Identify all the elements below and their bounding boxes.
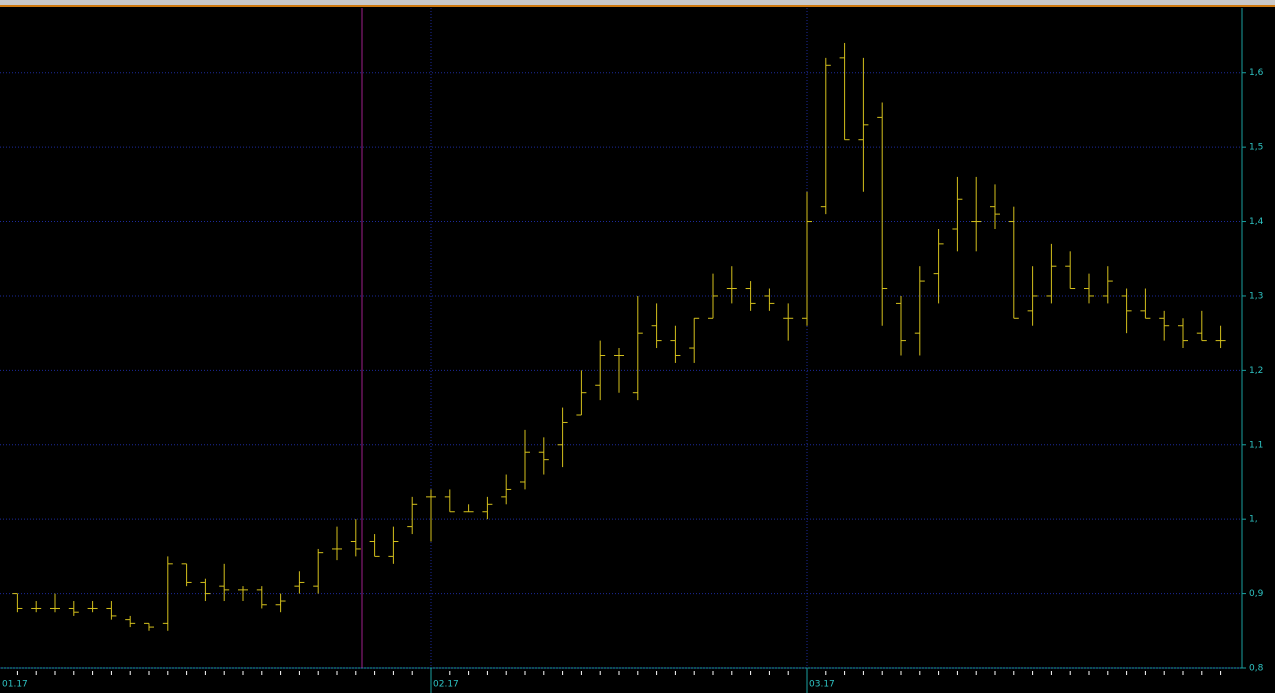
x-tick-label: 01.17 [2,680,28,690]
y-tick-label: 1,5 [1249,143,1263,153]
y-tick-label: 1,1 [1249,440,1263,450]
y-tick-label: 0,9 [1249,589,1264,599]
y-tick-label: 1,6 [1249,68,1264,78]
toolbar-border [0,5,1275,7]
y-tick-label: 1,2 [1249,366,1263,376]
toolbar-strip [0,0,1275,6]
y-tick-label: 1,3 [1249,291,1263,301]
y-tick-label: 0,8 [1249,664,1264,674]
x-tick-label: 02.17 [433,680,459,690]
x-tick-label: 03.17 [809,680,835,690]
y-tick-label: 1, [1249,515,1258,525]
y-tick-label: 1,4 [1249,217,1264,227]
